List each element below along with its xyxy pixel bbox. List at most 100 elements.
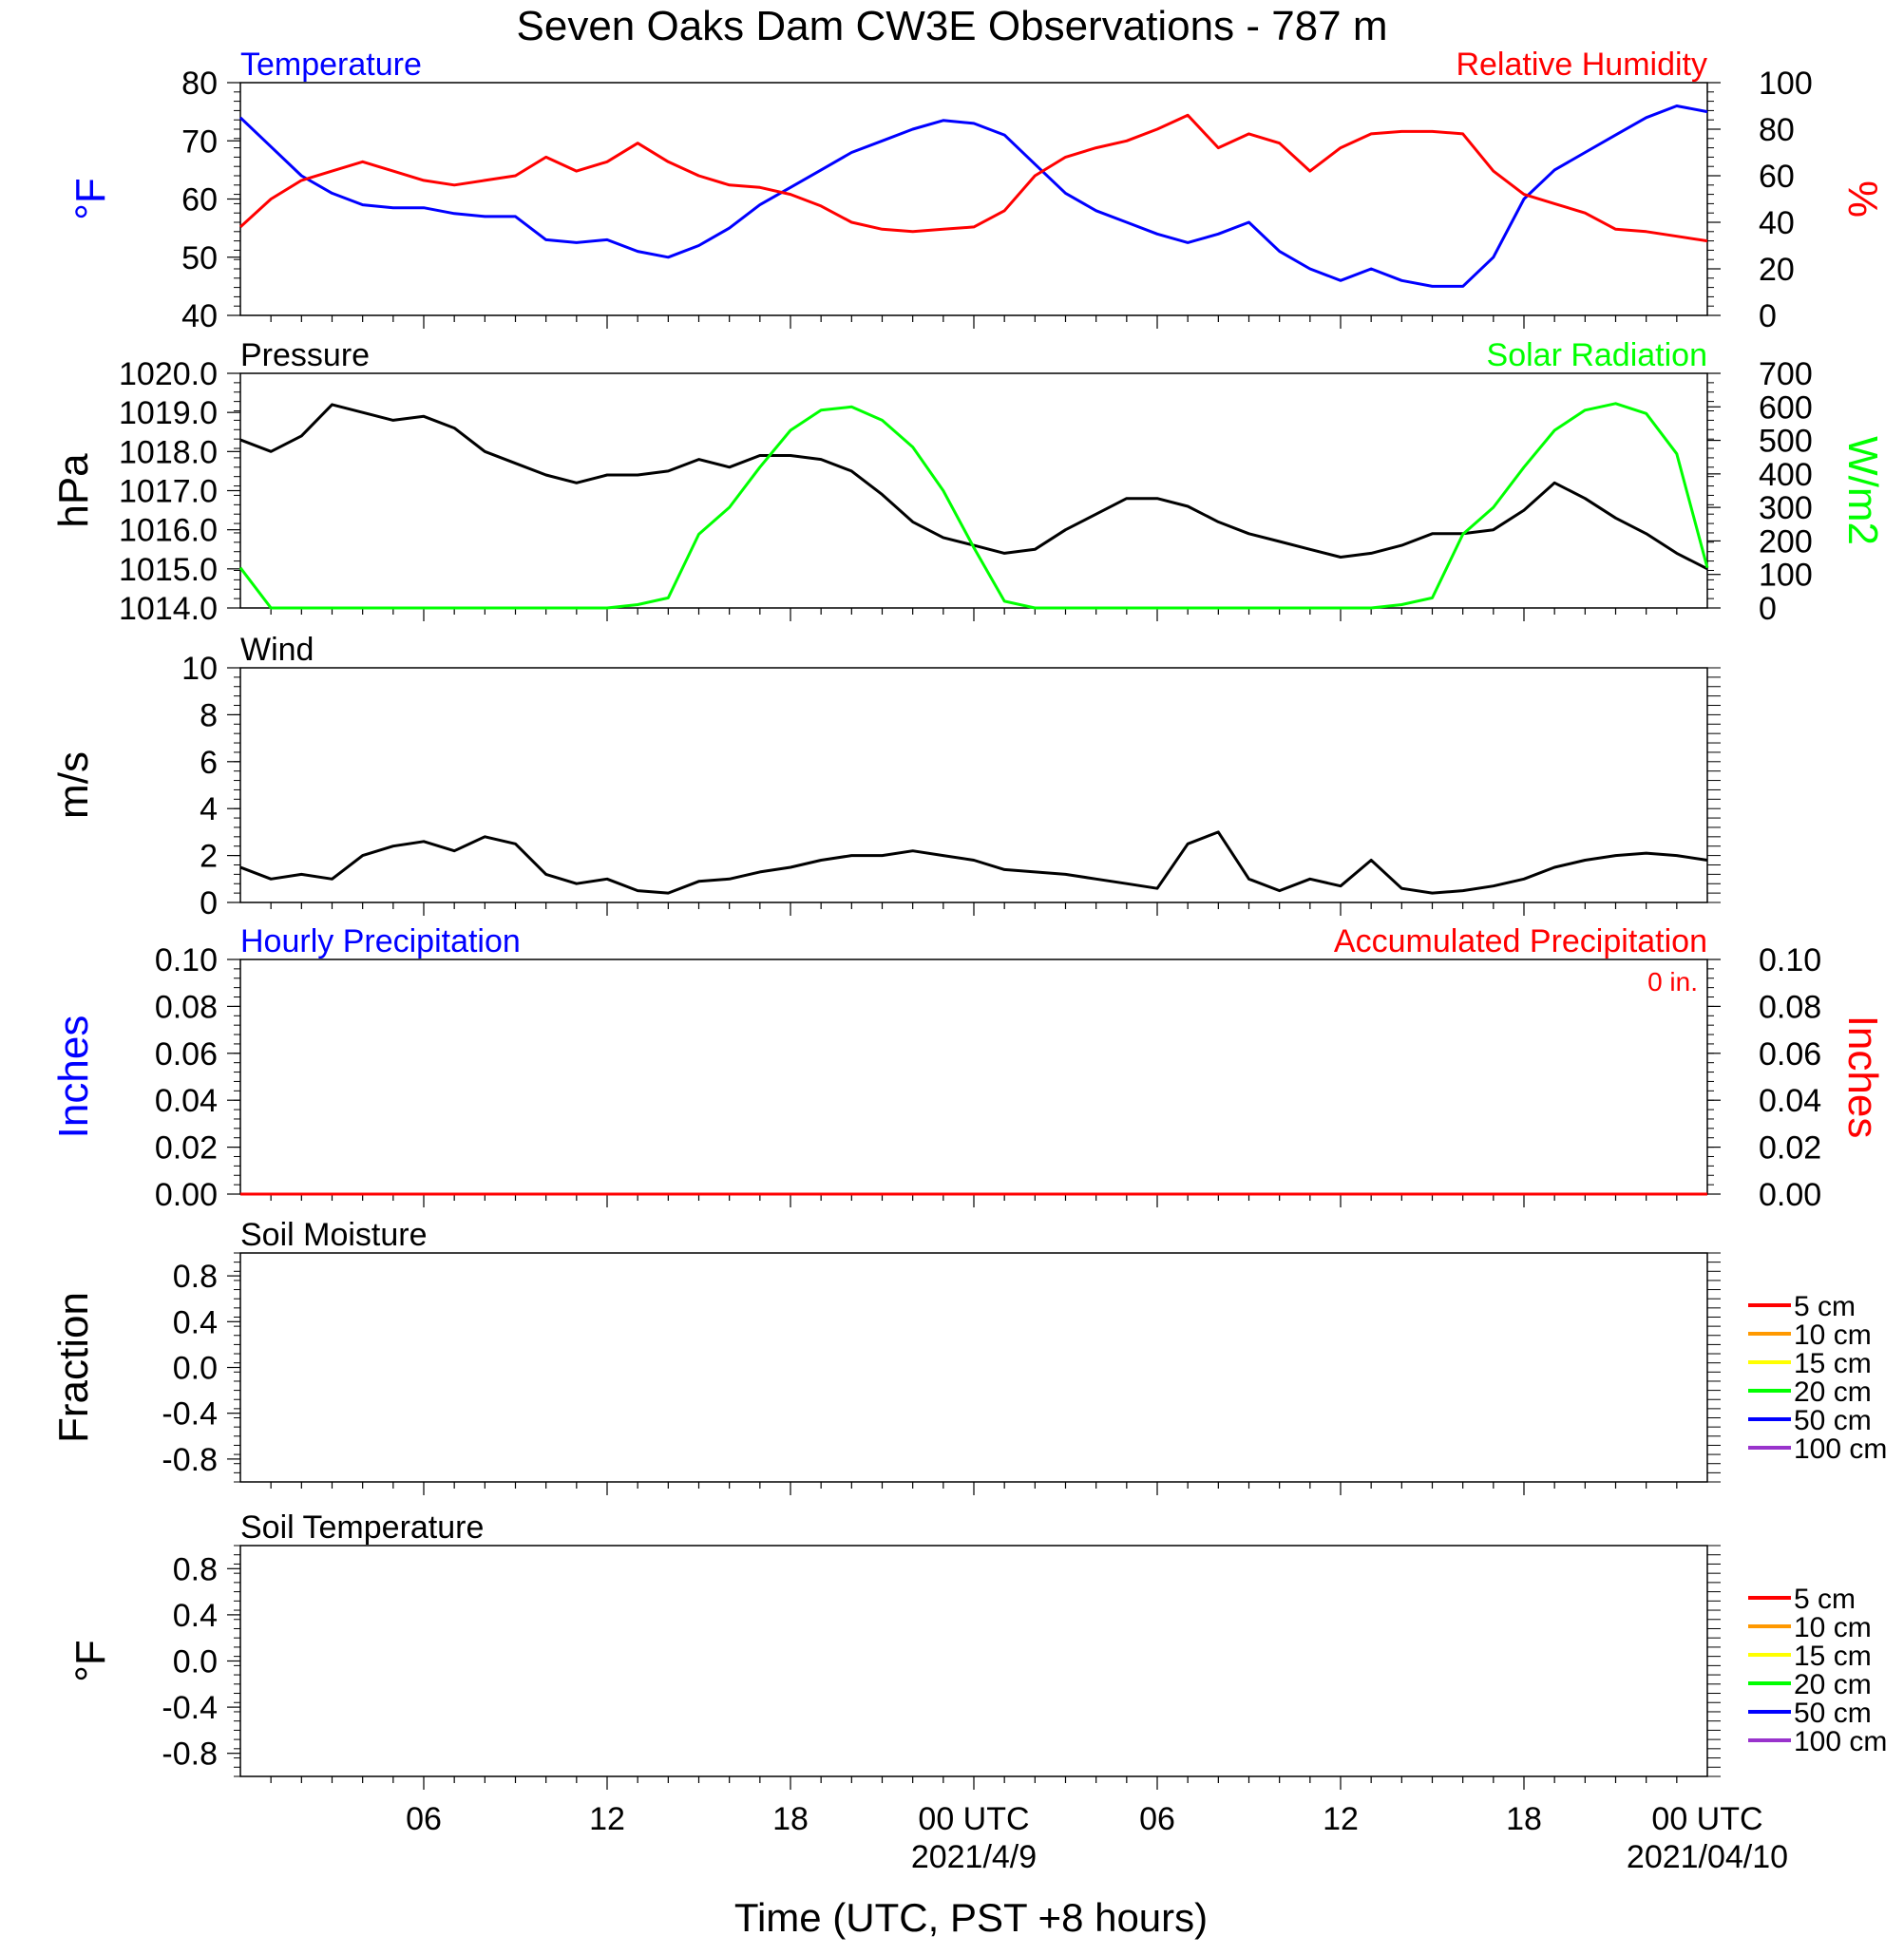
y-axis-title-right: Inches	[1839, 1015, 1886, 1139]
y-tick-label-right: 0.06	[1759, 1036, 1821, 1072]
y-tick-label-right: 400	[1759, 457, 1813, 493]
y-tick-label-left: 0.4	[173, 1304, 218, 1340]
plot-frame	[239, 667, 1708, 903]
panel-title-left: Soil Temperature	[240, 1509, 484, 1546]
y-tick-label-left: 0.10	[155, 942, 218, 978]
plot-frame	[239, 1252, 1708, 1483]
y-tick-label-left: 50	[181, 240, 218, 276]
y-axis-title-left: hPa	[50, 453, 97, 528]
x-tick-label: 18	[772, 1801, 809, 1837]
y-tick-label-left: 8	[200, 697, 218, 733]
y-tick-label-left: 0.4	[173, 1598, 218, 1634]
series-line-wind	[239, 830, 1708, 895]
y-tick-label-left: 0.0	[173, 1644, 218, 1680]
y-axis-title-right: %	[1839, 180, 1886, 218]
legend-label: 5 cm	[1794, 1291, 1856, 1322]
x-tick-label: 12	[589, 1801, 625, 1837]
y-tick-label-right: 0.04	[1759, 1083, 1821, 1119]
x-date-label: 2021/4/9	[911, 1839, 1037, 1875]
x-date-label: 2021/04/10	[1627, 1839, 1788, 1875]
panel-title-right: Accumulated Precipitation	[1334, 923, 1707, 959]
y-tick-label-left: 2	[200, 839, 218, 875]
panel-annotation: 0 in.	[1647, 967, 1698, 996]
y-tick-label-left: 0	[200, 885, 218, 921]
panel-title-left: Temperature	[240, 47, 422, 83]
panel-title-right: Relative Humidity	[1456, 47, 1707, 83]
y-tick-label-right: 600	[1759, 389, 1813, 426]
y-axis-title-left: Inches	[50, 1015, 97, 1139]
panel-temperature-humidity: 80 70 60 50 40 100 80 60 40 20 0 Temperature Relativ…	[67, 47, 1886, 334]
y-tick-label-right: 200	[1759, 523, 1813, 560]
legend-label: 10 cm	[1794, 1612, 1872, 1643]
legend-label: 100 cm	[1794, 1726, 1887, 1757]
y-tick-label-left: 70	[181, 123, 218, 160]
y-tick-label-right: 100	[1759, 66, 1813, 102]
y-tick-label-left: 0.08	[155, 989, 218, 1025]
panel-soil-moisture: 0.8 0.4 0.0 -0.4 -0.8 Soil Moisture Fraction 5 …	[50, 1217, 1887, 1495]
legend-label: 50 cm	[1794, 1405, 1872, 1436]
y-tick-label-left: 4	[200, 791, 218, 827]
x-tick-label: 18	[1506, 1801, 1542, 1837]
legend-label: 10 cm	[1794, 1319, 1872, 1351]
y-tick-label-right: 40	[1759, 205, 1795, 241]
y-tick-label-right: 0.02	[1759, 1130, 1821, 1167]
y-tick-label-right: 0.10	[1759, 942, 1821, 978]
y-tick-label-right: 20	[1759, 252, 1795, 288]
panel-wind: 10 8 6 4 2 0 Wind m/s	[50, 632, 1721, 921]
x-tick-label: 12	[1323, 1801, 1359, 1837]
legend-label: 20 cm	[1794, 1376, 1872, 1408]
y-tick-label-right: 500	[1759, 424, 1813, 460]
y-tick-label-left: 0.00	[155, 1177, 218, 1213]
panel-title-left: Hourly Precipitation	[240, 923, 521, 959]
y-tick-label-right: 0.00	[1759, 1177, 1821, 1213]
y-tick-label-left: 0.8	[173, 1551, 218, 1587]
legend-label: 50 cm	[1794, 1698, 1872, 1729]
y-tick-label-right: 100	[1759, 558, 1813, 594]
y-tick-label-left: 0.06	[155, 1036, 218, 1072]
plot-frame	[239, 959, 1708, 1195]
y-tick-label-left: 1015.0	[119, 552, 218, 588]
y-tick-label-right: 700	[1759, 356, 1813, 392]
y-tick-label-left: -0.8	[162, 1442, 218, 1478]
y-tick-label-right: 60	[1759, 159, 1795, 195]
y-tick-label-right: 0	[1759, 591, 1777, 627]
plot-frame	[239, 372, 1708, 609]
panel-precipitation: 0.10 0.08 0.06 0.04 0.02 0.00 0.10 0.08 0.06 0.04…	[50, 923, 1886, 1213]
series-line-relative-humidity	[238, 113, 1708, 243]
y-axis-title-right: W/m2	[1839, 436, 1886, 545]
legend-label: 5 cm	[1794, 1584, 1856, 1615]
x-tick-label: 06	[406, 1801, 442, 1837]
y-tick-label-right: 0.08	[1759, 989, 1821, 1025]
legend-label: 15 cm	[1794, 1348, 1872, 1379]
panel-title-left: Wind	[240, 632, 314, 668]
legend-label: 100 cm	[1794, 1433, 1887, 1465]
x-axis-title: Time (UTC, PST +8 hours)	[734, 1895, 1208, 1940]
y-tick-label-left: 60	[181, 182, 218, 218]
legend-label: 15 cm	[1794, 1641, 1872, 1672]
y-tick-label-left: -0.4	[162, 1690, 218, 1726]
y-tick-label-left: 0.0	[173, 1351, 218, 1387]
y-tick-label-left: 1020.0	[119, 356, 218, 392]
series-line-pressure	[239, 403, 1708, 571]
series-line-solar-radiation	[238, 402, 1709, 610]
panel-title-left: Soil Moisture	[240, 1217, 428, 1253]
y-tick-label-left: -0.4	[162, 1396, 218, 1433]
y-axis-title-left: m/s	[50, 751, 97, 819]
chart-title: Seven Oaks Dam CW3E Observations - 787 m	[517, 3, 1388, 49]
plot-frame	[239, 82, 1708, 316]
legend-label: 20 cm	[1794, 1669, 1872, 1700]
x-tick-label: 00 UTC	[1651, 1801, 1762, 1837]
y-tick-label-left: 0.04	[155, 1083, 218, 1119]
panel-title-left: Pressure	[240, 337, 370, 373]
y-tick-label-left: 6	[200, 745, 218, 781]
y-tick-label-left: 1019.0	[119, 395, 218, 431]
y-axis-title-left: °F	[67, 1640, 114, 1681]
panel-title-right: Solar Radiation	[1487, 337, 1707, 373]
y-tick-label-right: 300	[1759, 490, 1813, 526]
x-tick-label: 06	[1139, 1801, 1175, 1837]
y-tick-label-left: -0.8	[162, 1737, 218, 1773]
